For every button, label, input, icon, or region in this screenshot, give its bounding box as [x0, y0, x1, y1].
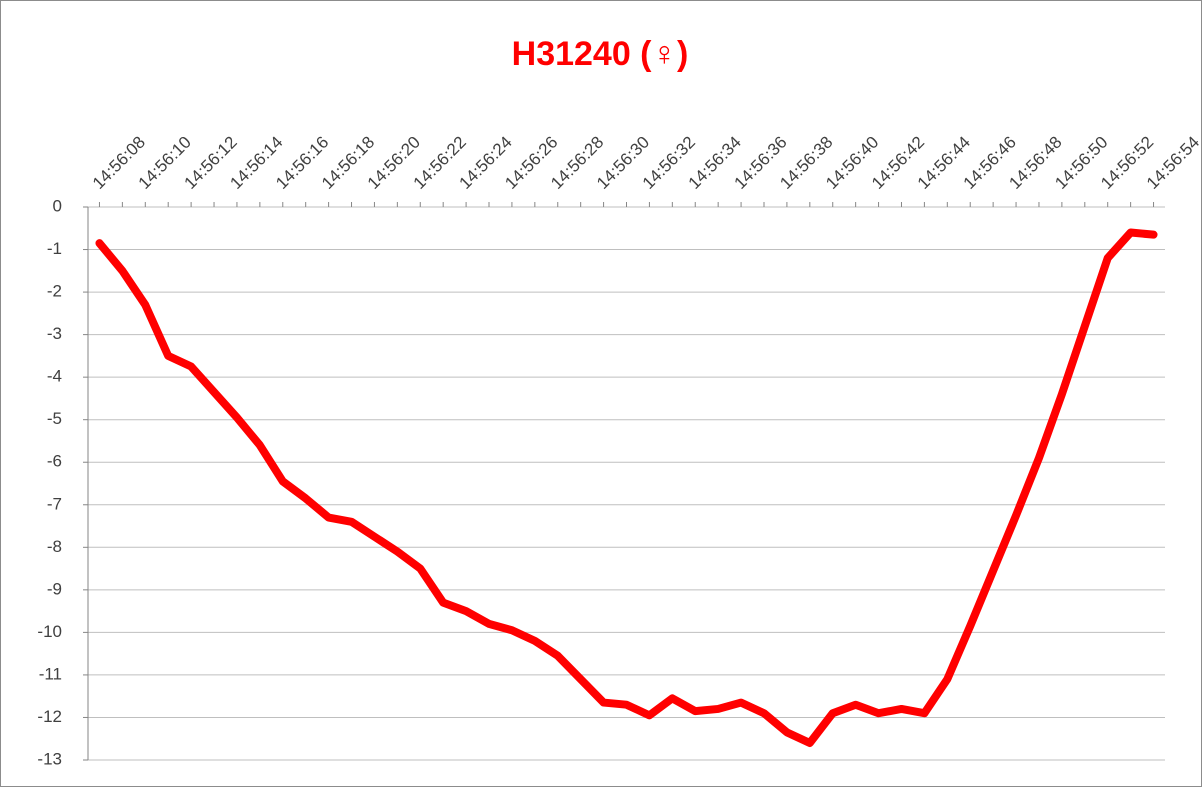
- y-tick-label: -12: [37, 707, 62, 726]
- y-tick-label: -2: [47, 282, 62, 301]
- y-tick-label: -7: [47, 494, 62, 513]
- y-tick-label: -11: [39, 664, 62, 683]
- y-tick-label: -5: [47, 409, 62, 428]
- y-tick-label: -10: [37, 622, 62, 641]
- y-tick-label: -13: [37, 749, 62, 768]
- chart-title: H31240 (♀): [512, 35, 689, 73]
- data-line: [95, 228, 1158, 747]
- y-tick-label: 0: [53, 196, 62, 215]
- y-tick-label: -9: [47, 579, 62, 598]
- y-tick-label: -8: [47, 537, 62, 556]
- y-tick-label: -4: [47, 367, 62, 386]
- y-tick-label: -6: [47, 452, 62, 471]
- y-tick-label: -3: [47, 324, 62, 343]
- y-tick-label: -1: [47, 239, 62, 258]
